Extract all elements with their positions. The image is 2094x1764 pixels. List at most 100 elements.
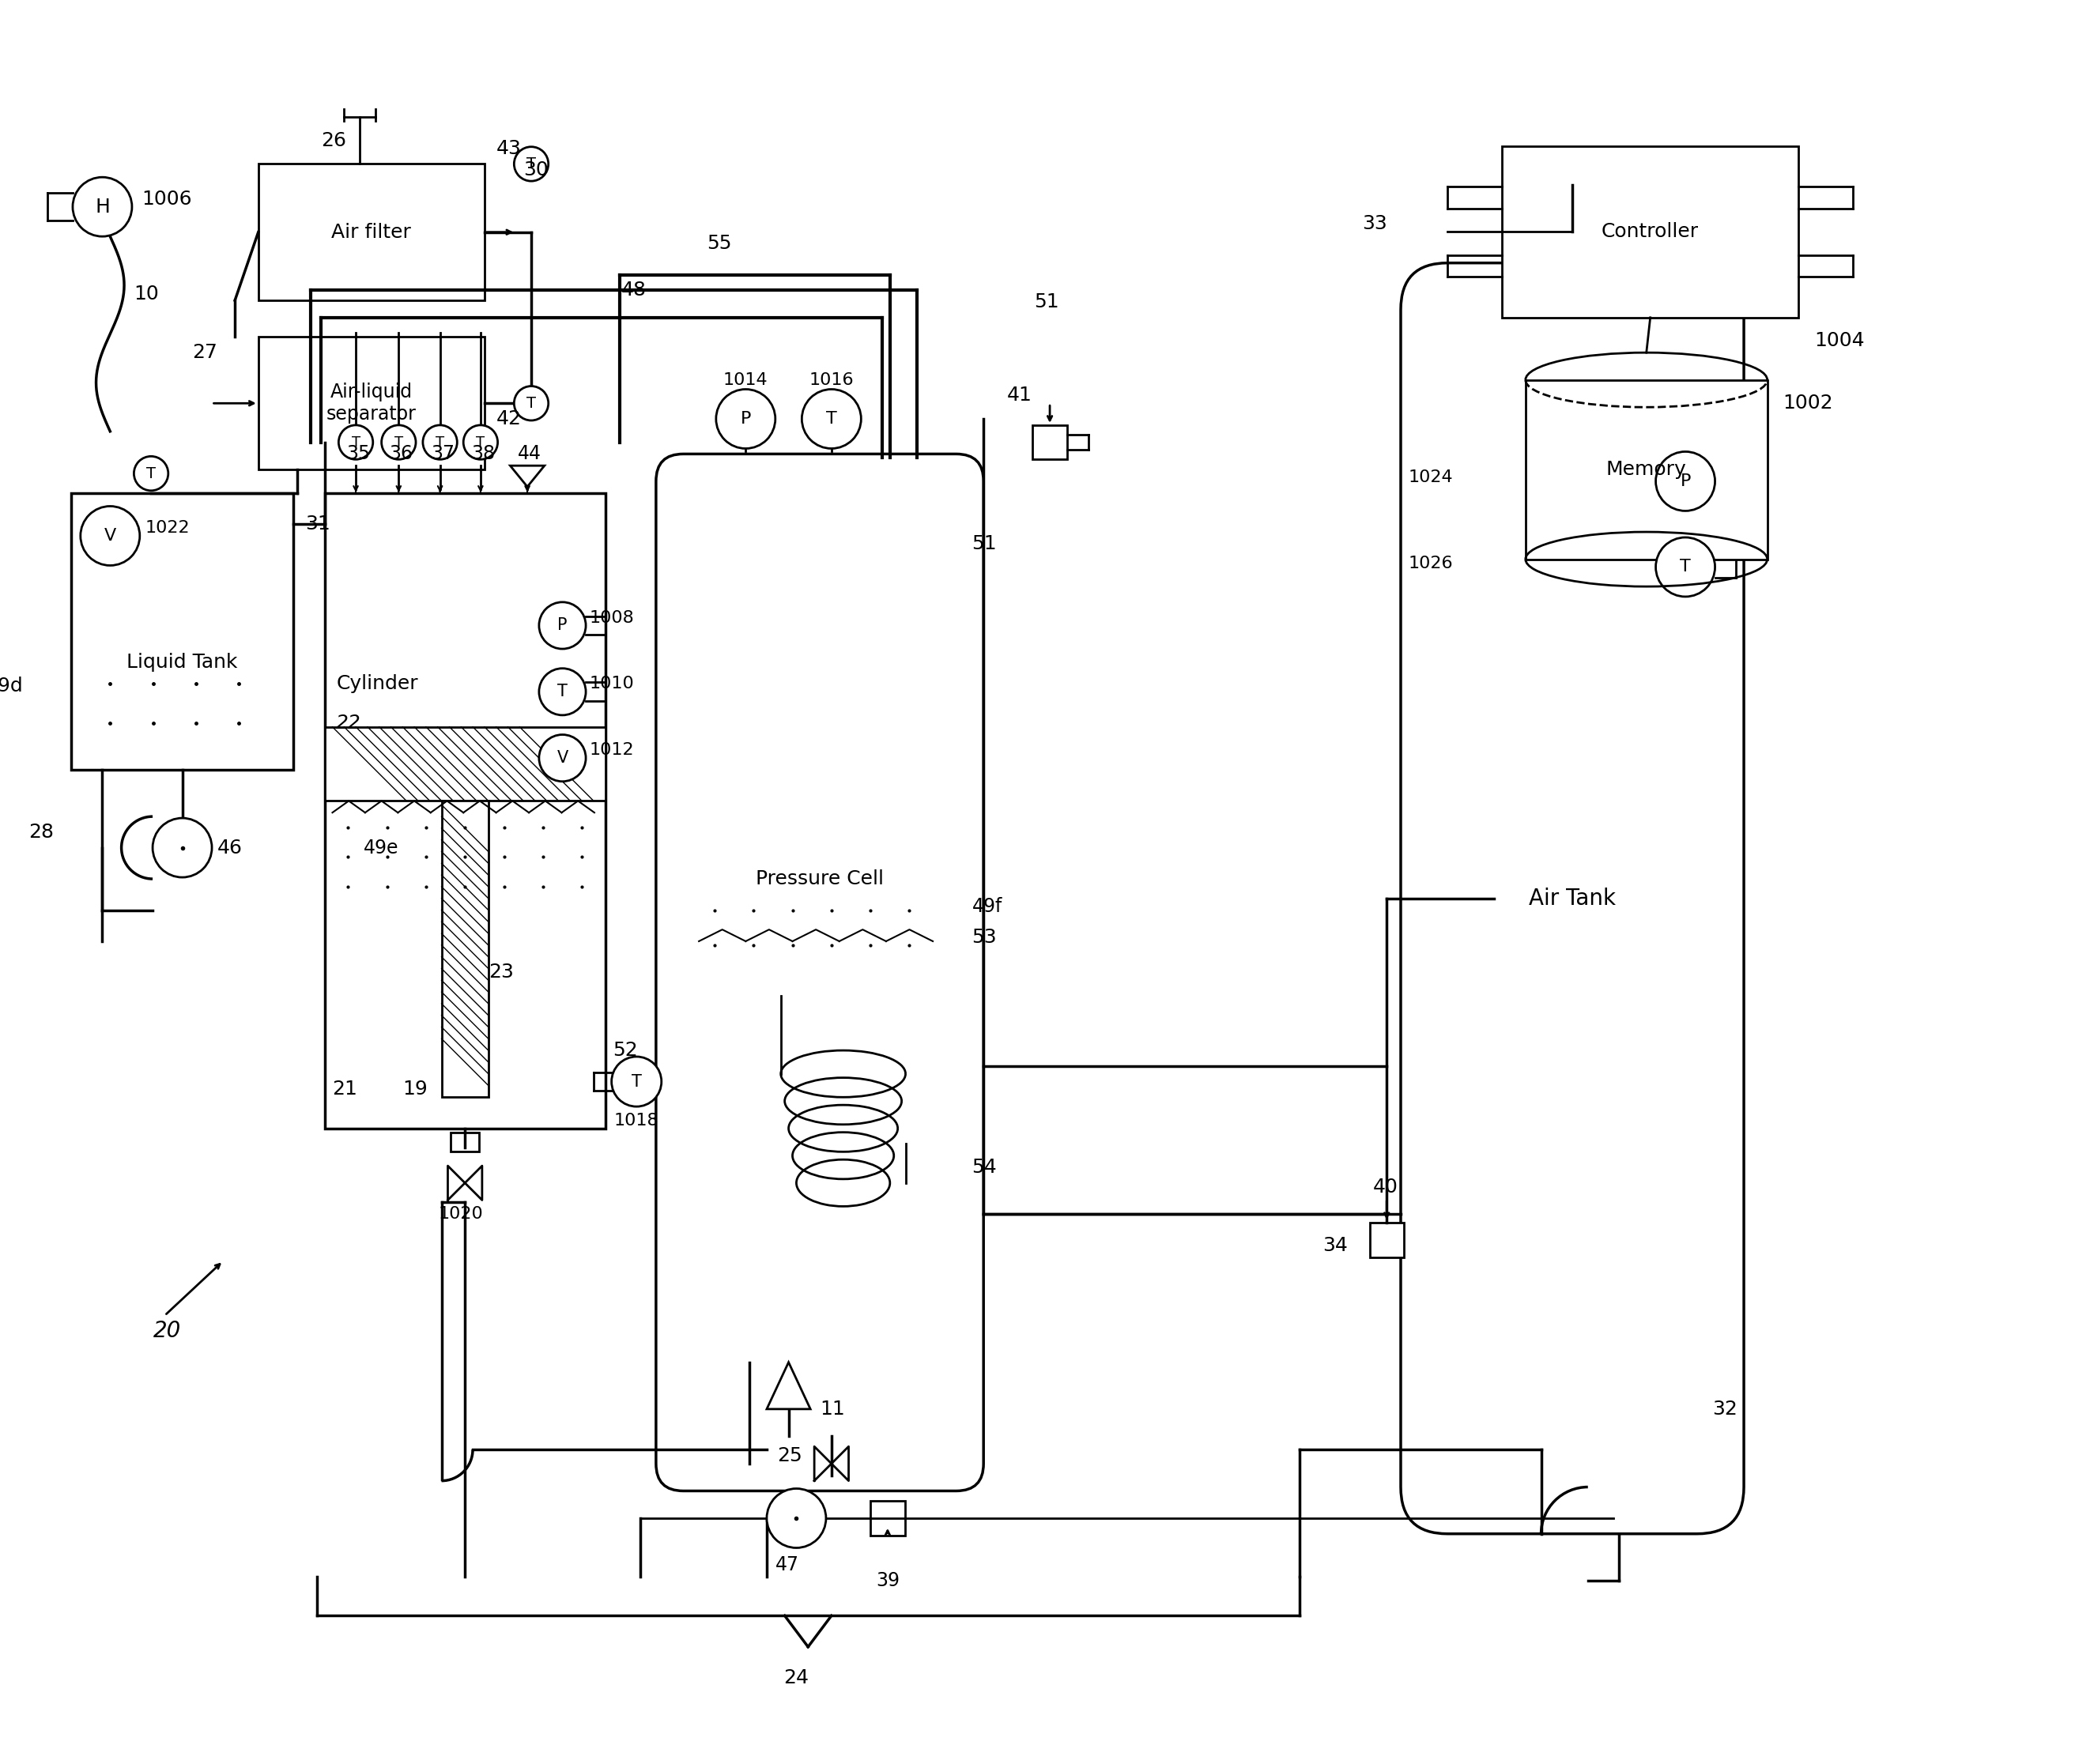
Circle shape [766, 1489, 825, 1547]
Text: Air Tank: Air Tank [1529, 887, 1617, 910]
Text: 43: 43 [496, 139, 521, 157]
Text: 49e: 49e [364, 838, 398, 857]
Circle shape [538, 734, 586, 781]
Text: 10: 10 [134, 284, 159, 303]
Text: 21: 21 [333, 1080, 358, 1099]
Text: 41: 41 [1007, 386, 1032, 406]
Circle shape [153, 818, 211, 877]
Text: P: P [557, 617, 567, 633]
Circle shape [423, 425, 456, 459]
Text: T: T [352, 436, 360, 450]
Text: T: T [526, 395, 536, 411]
Text: 1024: 1024 [1409, 469, 1453, 485]
Text: 1018: 1018 [614, 1113, 660, 1129]
Text: 53: 53 [972, 928, 997, 947]
Text: 49d: 49d [0, 676, 23, 695]
Bar [442, 801, 488, 1097]
Text: 46: 46 [218, 838, 243, 857]
Text: 52: 52 [614, 1041, 639, 1060]
Circle shape [381, 425, 417, 459]
Circle shape [134, 457, 168, 490]
Text: 35: 35 [346, 445, 371, 464]
Text: P: P [1679, 473, 1690, 489]
Text: 37: 37 [431, 445, 454, 464]
FancyBboxPatch shape [655, 453, 984, 1491]
Circle shape [1656, 452, 1715, 512]
Text: 1020: 1020 [438, 1207, 484, 1222]
Text: 24: 24 [783, 1669, 808, 1688]
Text: 30: 30 [524, 161, 549, 180]
Text: 28: 28 [27, 822, 54, 841]
Bar [1527, 379, 1767, 559]
Text: T: T [394, 436, 402, 450]
Text: 47: 47 [775, 1556, 800, 1575]
Text: 40: 40 [1372, 1177, 1397, 1196]
Text: T: T [825, 411, 838, 427]
Text: 48: 48 [622, 280, 647, 300]
Text: 1022: 1022 [144, 520, 191, 536]
Text: Controller: Controller [1602, 222, 1698, 242]
Text: 20: 20 [153, 1319, 180, 1342]
Bar [258, 337, 484, 469]
Text: 36: 36 [389, 445, 413, 464]
Text: 1004: 1004 [1813, 332, 1864, 351]
Text: V: V [557, 750, 567, 766]
Text: 54: 54 [972, 1157, 997, 1177]
Text: 26: 26 [320, 131, 346, 150]
Text: T: T [526, 157, 536, 171]
Text: 1010: 1010 [591, 676, 634, 691]
Text: 1008: 1008 [591, 610, 634, 626]
Bar [258, 164, 484, 300]
Text: 39: 39 [875, 1572, 900, 1589]
Text: 44: 44 [517, 445, 542, 464]
Text: Cylinder: Cylinder [337, 674, 419, 693]
Text: 25: 25 [777, 1446, 802, 1466]
Text: 51: 51 [1034, 293, 1060, 312]
Text: 1012: 1012 [591, 743, 634, 759]
Text: T: T [1679, 559, 1690, 575]
Text: 23: 23 [488, 963, 513, 983]
Text: 1002: 1002 [1782, 393, 1832, 413]
Text: H: H [94, 198, 109, 217]
Text: 33: 33 [1361, 215, 1386, 233]
Circle shape [513, 386, 549, 420]
Text: 1014: 1014 [722, 372, 768, 388]
Text: 1006: 1006 [140, 189, 193, 208]
FancyBboxPatch shape [1401, 263, 1744, 1535]
Text: 22: 22 [337, 713, 362, 732]
Text: Pressure Cell: Pressure Cell [756, 870, 884, 889]
Circle shape [802, 390, 861, 448]
Text: V: V [105, 527, 115, 543]
Text: 19: 19 [402, 1080, 427, 1099]
Text: 55: 55 [706, 235, 731, 252]
Text: Air-liquid
separator: Air-liquid separator [327, 383, 417, 423]
Text: 11: 11 [819, 1399, 844, 1418]
Bar [450, 1132, 480, 1152]
Text: T: T [557, 684, 567, 700]
Text: T: T [632, 1074, 641, 1090]
Text: P: P [741, 411, 752, 427]
Text: Memory: Memory [1606, 460, 1686, 480]
Text: T: T [436, 436, 444, 450]
Polygon shape [511, 466, 544, 487]
Circle shape [80, 506, 140, 566]
Bar [871, 1501, 905, 1535]
Text: 51: 51 [972, 534, 997, 554]
Circle shape [611, 1057, 662, 1106]
Text: T: T [475, 436, 486, 450]
Text: 38: 38 [471, 445, 494, 464]
Circle shape [716, 390, 775, 448]
Text: Liquid Tank: Liquid Tank [128, 653, 239, 672]
Polygon shape [766, 1362, 810, 1409]
Bar [1369, 1222, 1403, 1258]
Bar [325, 727, 605, 801]
Circle shape [1656, 538, 1715, 596]
Bar [1032, 425, 1068, 459]
Text: T: T [147, 466, 155, 482]
Text: 1016: 1016 [808, 372, 854, 388]
Text: 31: 31 [306, 515, 331, 534]
Bar [325, 492, 605, 1129]
Text: 32: 32 [1713, 1399, 1738, 1418]
Text: 49f: 49f [972, 896, 1003, 916]
Circle shape [463, 425, 498, 459]
